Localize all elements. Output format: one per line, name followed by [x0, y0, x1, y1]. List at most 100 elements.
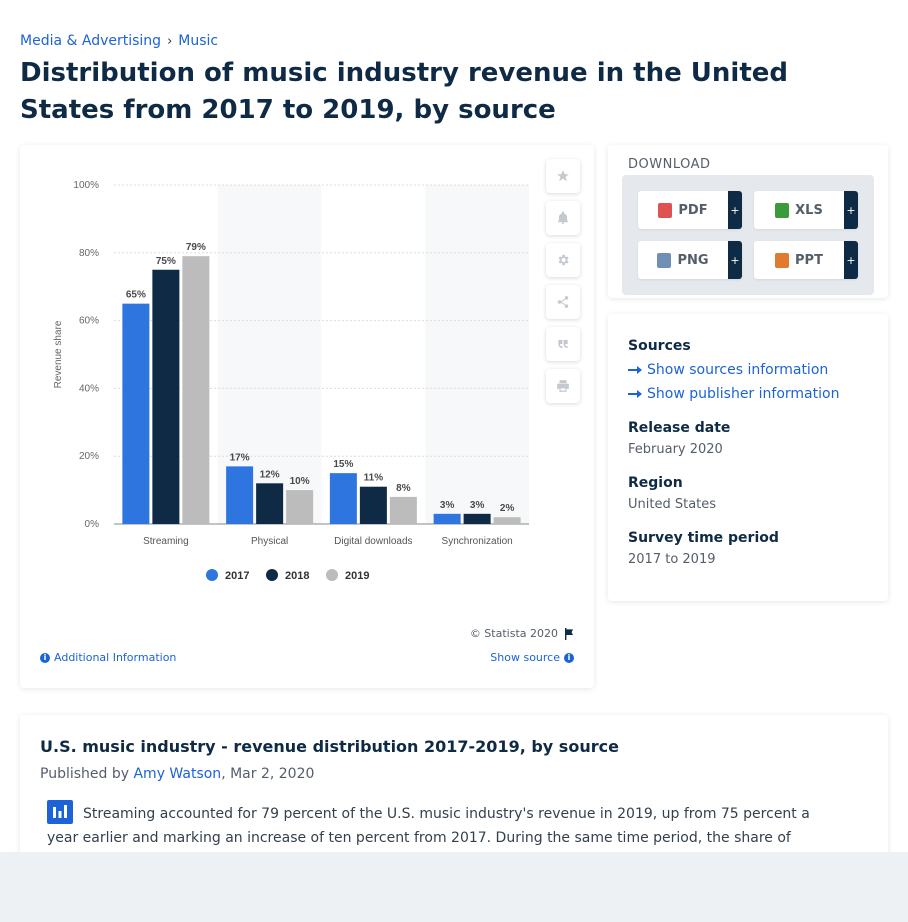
download-grid: PDF + XLS + PNG + PPT +: [622, 175, 874, 295]
x-tick-label: Physical: [251, 536, 288, 547]
y-tick-label: 40%: [79, 383, 99, 394]
statistic-details-card: Sources Show sources information Show pu…: [608, 314, 888, 601]
data-label: 8%: [396, 483, 411, 494]
legend-swatch: [326, 569, 338, 581]
footer-strip: [0, 852, 908, 922]
breadcrumb-media-advertising[interactable]: Media & Advertising: [20, 33, 162, 49]
bar-streaming-2017: [122, 303, 150, 524]
download-png-button[interactable]: PNG +: [638, 241, 742, 279]
settings-button[interactable]: [546, 243, 580, 277]
publish-date: , Mar 2, 2020: [221, 766, 315, 782]
bar-physical-2017: [226, 466, 254, 524]
download-pdf-button[interactable]: PDF +: [638, 191, 742, 229]
quote-icon: [558, 339, 568, 349]
show-publisher-label: Show publisher information: [647, 386, 840, 402]
breadcrumb: Media & Advertising › Music: [20, 33, 218, 49]
x-tick-label: Synchronization: [442, 536, 513, 547]
bar-synchronization-2018: [463, 513, 491, 524]
bar-digital-downloads-2019: [389, 496, 417, 524]
plus-icon[interactable]: +: [844, 241, 858, 279]
release-date-heading: Release date: [628, 420, 731, 436]
data-label: 3%: [470, 500, 485, 511]
arrow-right-icon: [628, 366, 642, 374]
download-ppt-button[interactable]: PPT +: [754, 241, 858, 279]
flag-icon[interactable]: [564, 627, 574, 640]
chevron-right-icon: ›: [167, 33, 173, 49]
show-publisher-link[interactable]: Show publisher information: [628, 386, 839, 402]
x-tick-label: Streaming: [143, 536, 189, 547]
bar-chart-icon: [47, 800, 73, 824]
y-tick-label: 60%: [79, 316, 99, 327]
bar-physical-2018: [256, 483, 284, 524]
cite-button[interactable]: [546, 327, 580, 361]
gear-icon: [558, 254, 569, 266]
legend-label: 2017: [225, 570, 249, 582]
plus-icon[interactable]: +: [728, 241, 742, 279]
ppt-file-icon: [775, 252, 790, 268]
survey-period-value: 2017 to 2019: [628, 552, 716, 567]
author-link[interactable]: Amy Watson: [133, 766, 222, 782]
breadcrumb-music[interactable]: Music: [178, 33, 219, 49]
region-value: United States: [628, 497, 717, 512]
data-label: 15%: [333, 459, 353, 470]
chart-card: 0% 20% 40% 60% 80% 100% Revenue share 65% 75% 79%…: [20, 145, 594, 688]
data-label: 11%: [364, 473, 384, 484]
print-button[interactable]: [546, 369, 580, 403]
bar-synchronization-2019: [493, 517, 521, 524]
download-xls-label: XLS: [795, 202, 823, 218]
bar-streaming-2018: [152, 269, 180, 524]
bar-digital-downloads-2018: [359, 486, 387, 524]
info-icon: i: [564, 652, 574, 663]
article-title: U.S. music industry - revenue distributi…: [40, 737, 619, 756]
download-xls-button[interactable]: XLS +: [754, 191, 858, 229]
favorite-button[interactable]: [546, 159, 580, 193]
data-label: 79%: [186, 242, 206, 253]
download-png-label: PNG: [677, 252, 709, 268]
article-byline: Published by Amy Watson, Mar 2, 2020: [40, 766, 314, 782]
page-title: Distribution of music industry revenue i…: [20, 58, 789, 125]
arrow-right-icon: [628, 390, 642, 398]
download-card: DOWNLOAD PDF + XLS + PNG +: [608, 145, 888, 298]
article-text: Streaming accounted for 79 percent of th…: [47, 806, 810, 846]
data-label: 2%: [500, 503, 515, 514]
bar-digital-downloads-2017: [329, 473, 357, 524]
pdf-file-icon: [658, 202, 673, 218]
download-title: DOWNLOAD: [628, 157, 711, 172]
copyright-text: © Statista 2020: [469, 627, 558, 640]
category-band: [425, 185, 529, 524]
notification-button[interactable]: [546, 201, 580, 235]
bar-chart: 0% 20% 40% 60% 80% 100% Revenue share 65% 75% 79%…: [53, 180, 529, 582]
data-label: 12%: [260, 469, 280, 480]
sources-heading: Sources: [628, 338, 691, 354]
y-tick-label: 0%: [85, 519, 100, 530]
bar-physical-2019: [286, 490, 314, 524]
bell-icon: [557, 211, 569, 224]
star-icon: [557, 170, 569, 182]
legend-label: 2018: [285, 570, 309, 582]
y-tick-label: 80%: [79, 248, 99, 259]
legend-swatch: [266, 569, 278, 581]
data-label: 3%: [440, 500, 455, 511]
show-sources-link[interactable]: Show sources information: [628, 362, 828, 378]
region-heading: Region: [628, 475, 683, 491]
copyright: © Statista 2020: [470, 627, 574, 640]
additional-information-link[interactable]: i Additional Information: [40, 651, 176, 664]
show-sources-label: Show sources information: [647, 362, 829, 378]
plus-icon[interactable]: +: [844, 191, 858, 229]
download-ppt-label: PPT: [795, 252, 823, 268]
png-file-icon: [657, 252, 672, 268]
y-axis-label: Revenue share: [53, 320, 64, 388]
y-tick-label: 20%: [79, 451, 99, 462]
data-label: 75%: [156, 256, 176, 267]
download-pdf-label: PDF: [678, 202, 708, 218]
share-button[interactable]: [546, 285, 580, 319]
plus-icon[interactable]: +: [728, 191, 742, 229]
legend-swatch: [206, 569, 218, 581]
info-icon: i: [40, 652, 50, 663]
legend-label: 2019: [345, 570, 369, 582]
survey-period-heading: Survey time period: [628, 530, 779, 546]
additional-information-label: Additional Information: [54, 651, 177, 664]
show-source-label: Show source: [490, 651, 560, 664]
y-tick-label: 100%: [73, 180, 99, 191]
show-source-link[interactable]: Show source i: [490, 651, 574, 664]
